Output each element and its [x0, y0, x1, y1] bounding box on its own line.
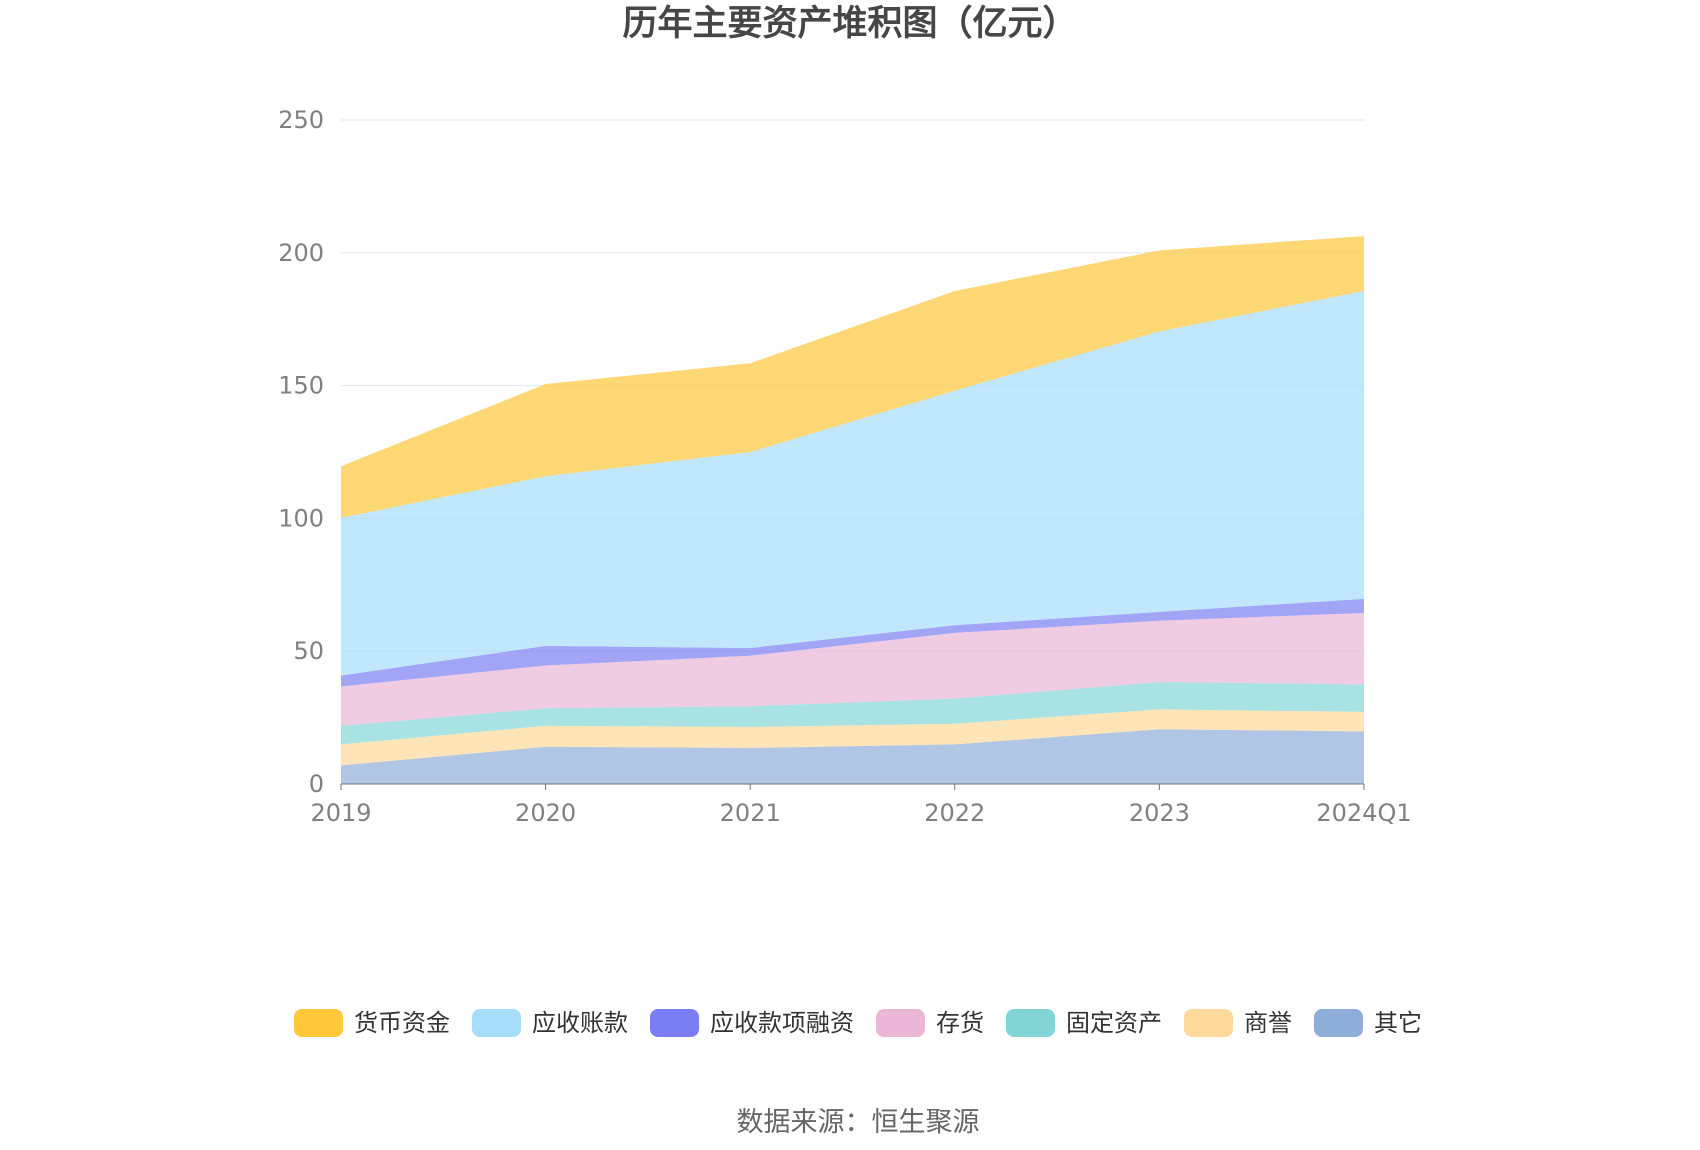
legend-item[interactable]: 应收款项融资	[650, 1009, 854, 1037]
legend-color-swatch	[876, 1009, 925, 1037]
legend-label: 商誉	[1244, 1009, 1292, 1037]
legend-color-swatch	[1006, 1009, 1055, 1037]
chart-title: 历年主要资产堆积图（亿元）	[622, 4, 1078, 44]
legend-item[interactable]: 商誉	[1184, 1009, 1292, 1037]
legend-label: 固定资产	[1066, 1009, 1162, 1037]
legend-item[interactable]: 货币资金	[294, 1009, 450, 1037]
x-tick-label: 2024Q1	[1316, 799, 1411, 827]
area-其它	[341, 729, 1364, 784]
legend-item[interactable]: 其它	[1314, 1009, 1422, 1037]
legend-label: 货币资金	[354, 1009, 450, 1037]
y-tick-label: 100	[278, 504, 324, 532]
area-应收账款	[341, 291, 1364, 676]
legend-item[interactable]: 存货	[876, 1009, 984, 1037]
area-存货	[341, 613, 1364, 726]
data-source-note: 数据来源：恒生聚源	[736, 1107, 980, 1138]
x-tick-label: 2021	[720, 799, 781, 827]
y-tick-label: 0	[309, 770, 324, 798]
legend-color-swatch	[650, 1009, 699, 1037]
area-layer	[341, 236, 1364, 784]
legend-color-swatch	[1184, 1009, 1233, 1037]
legend-label: 应收款项融资	[710, 1009, 854, 1037]
area-应收款项融资	[341, 598, 1364, 687]
legend-label: 应收账款	[532, 1009, 628, 1037]
axis-layer: 0 50 100 150 200 250 2019 2020 2021 2022 2023 2024Q…	[278, 106, 1411, 827]
legend-color-swatch	[294, 1009, 343, 1037]
legend: 货币资金 应收账款 应收款项融资 存货 固定资产 商誉 其它	[0, 1007, 1700, 1039]
legend-label: 其它	[1374, 1009, 1422, 1037]
area-固定资产	[341, 682, 1364, 745]
y-tick-label: 200	[278, 239, 324, 267]
stacked-area-chart: 0 50 100 150 200 250 2019 2020 2021 2022 2023 2024Q…	[278, 106, 1411, 827]
x-tick-label: 2022	[924, 799, 985, 827]
legend-color-swatch	[472, 1009, 521, 1037]
legend-item[interactable]: 固定资产	[1006, 1009, 1162, 1037]
legend-item[interactable]: 应收账款	[472, 1009, 628, 1037]
y-tick-label: 50	[293, 637, 324, 665]
area-商誉	[341, 709, 1364, 766]
x-tick-label: 2019	[310, 799, 371, 827]
x-tick-label: 2023	[1129, 799, 1190, 827]
legend-color-swatch	[1314, 1009, 1363, 1037]
area-货币资金	[341, 236, 1364, 518]
y-tick-label: 150	[278, 372, 324, 400]
y-tick-label: 250	[278, 106, 324, 134]
x-tick-label: 2020	[515, 799, 576, 827]
legend-label: 存货	[936, 1009, 984, 1037]
